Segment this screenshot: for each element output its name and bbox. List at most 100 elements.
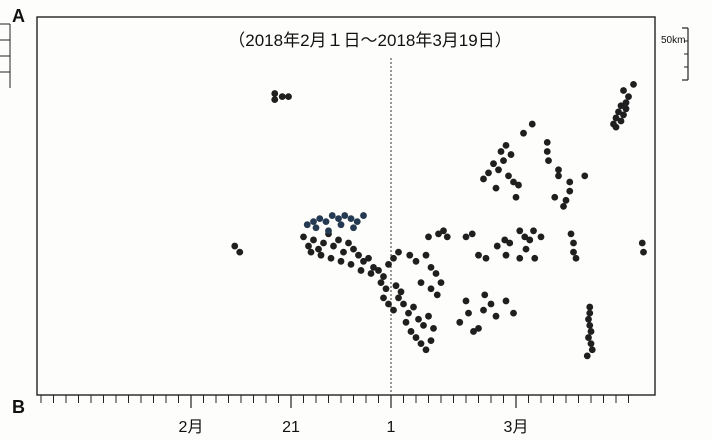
data-point <box>407 328 415 335</box>
data-point <box>310 218 317 226</box>
data-point <box>497 148 505 155</box>
data-point <box>278 93 286 100</box>
data-point <box>440 227 447 235</box>
data-point <box>545 157 552 165</box>
data-point <box>367 270 375 277</box>
data-point <box>487 300 495 308</box>
data-point <box>570 239 577 247</box>
data-point <box>360 257 367 265</box>
data-point <box>465 309 472 317</box>
data-point <box>347 215 355 223</box>
data-point <box>417 279 425 287</box>
data-point <box>543 138 551 146</box>
data-point <box>392 282 400 290</box>
data-point <box>470 328 477 335</box>
data-point <box>365 254 372 262</box>
data-point <box>382 285 390 293</box>
data-point <box>231 242 239 250</box>
data-point <box>335 215 342 223</box>
data-point <box>385 300 392 308</box>
data-point <box>543 148 551 155</box>
data-point <box>468 230 476 238</box>
x-tick-label: 21 <box>282 419 300 436</box>
data-point <box>322 218 330 226</box>
data-point <box>271 90 279 97</box>
data-point <box>516 254 524 262</box>
data-point <box>330 242 337 250</box>
data-point <box>417 340 425 348</box>
data-point <box>615 108 622 116</box>
data-point <box>586 309 594 317</box>
data-point <box>531 254 539 262</box>
data-point <box>422 251 430 259</box>
data-point <box>475 251 482 259</box>
data-point <box>317 251 325 259</box>
data-point <box>583 352 591 360</box>
data-point <box>236 248 244 256</box>
data-point <box>406 251 414 259</box>
data-point <box>622 105 630 113</box>
data-point <box>443 233 451 241</box>
data-point <box>537 233 545 241</box>
data-point <box>432 270 440 277</box>
data-point <box>502 297 510 305</box>
data-point <box>586 321 594 329</box>
data-point <box>485 169 492 177</box>
data-point <box>625 93 632 100</box>
data-point <box>522 245 530 253</box>
data-point <box>617 102 625 110</box>
data-point <box>422 346 430 354</box>
data-point <box>555 172 562 180</box>
data-point <box>638 239 646 247</box>
data-point <box>516 227 524 235</box>
data-point <box>456 318 464 326</box>
chart-title: （2018年2月１日～2018年3月19日） <box>228 31 511 50</box>
data-point <box>395 248 402 256</box>
data-point <box>495 166 502 174</box>
data-point <box>620 111 627 119</box>
data-point <box>402 318 410 326</box>
x-tick-label: 1 <box>387 419 396 436</box>
data-point <box>617 117 625 125</box>
data-point <box>510 178 517 186</box>
data-point <box>303 221 311 229</box>
data-point <box>512 193 520 201</box>
data-point <box>341 212 349 219</box>
data-point <box>353 218 361 226</box>
scale-bar: 50km <box>661 27 689 81</box>
data-point <box>620 87 627 94</box>
data-point <box>586 303 594 311</box>
data-point <box>400 300 407 308</box>
data-point <box>490 160 497 168</box>
data-point <box>507 151 515 158</box>
data-point <box>551 193 559 201</box>
data-point <box>622 99 630 107</box>
data-point <box>492 184 500 192</box>
data-point <box>395 294 402 302</box>
data-point <box>328 212 336 219</box>
data-point <box>630 81 637 88</box>
data-point <box>521 233 529 241</box>
data-point <box>562 196 570 204</box>
data-point <box>425 312 432 320</box>
left-edge-ticks <box>0 23 11 88</box>
data-point <box>316 215 324 223</box>
data-point <box>377 279 385 287</box>
corner-label-top: A <box>12 6 25 26</box>
data-point <box>587 340 595 348</box>
data-point <box>412 257 420 265</box>
data-point <box>380 273 387 280</box>
data-point <box>526 236 534 244</box>
data-point <box>315 245 322 253</box>
data-point <box>587 328 595 335</box>
corner-label-bottom: B <box>12 397 25 417</box>
data-point <box>500 157 507 165</box>
data-point <box>285 93 292 100</box>
data-point <box>585 315 592 323</box>
data-point <box>430 325 437 332</box>
data-point <box>492 312 500 320</box>
plot-frame <box>36 16 656 396</box>
data-point <box>588 346 596 354</box>
data-point <box>320 239 327 247</box>
